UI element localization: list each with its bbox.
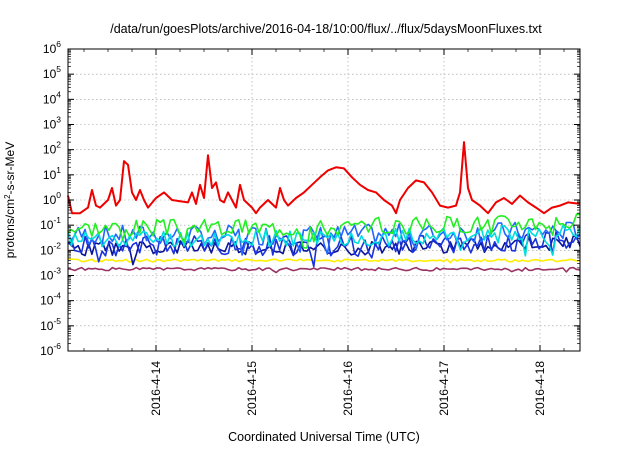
y-tick-label: 10-2 [40, 240, 61, 257]
series-line-2 [67, 213, 581, 249]
y-tick-base: 10 [43, 118, 57, 132]
x-axis-label: Coordinated Universal Time (UTC) [228, 430, 420, 444]
y-tick-label: 104 [43, 89, 61, 106]
series-line-1 [67, 141, 581, 215]
y-tick-label: 10-5 [40, 316, 61, 333]
y-tick-base: 10 [43, 92, 57, 106]
y-tick-base: 10 [40, 344, 54, 358]
y-tick-exp: 6 [56, 39, 61, 49]
y-tick-label: 10-6 [40, 341, 61, 358]
x-tick-label: 2016-4-17 [437, 361, 451, 416]
y-axis: 10-610-510-410-310-210-11001011021031041… [40, 39, 580, 358]
y-tick-base: 10 [43, 193, 57, 207]
x-tick-label: 2016-4-18 [533, 361, 547, 416]
chart-title: /data/run/goesPlots/archive/2016-04-18/1… [110, 22, 542, 36]
y-tick-exp: 4 [56, 89, 61, 99]
y-tick-exp: 3 [56, 115, 61, 125]
y-tick-base: 10 [43, 168, 57, 182]
y-axis-label-prefix: protons/cm [3, 199, 17, 258]
y-tick-base: 10 [43, 42, 57, 56]
y-tick-label: 106 [43, 39, 61, 56]
series-line-5 [67, 230, 581, 268]
y-axis-label-suffix: -s-sr-MeV [3, 142, 17, 195]
y-tick-label: 101 [43, 165, 61, 182]
y-tick-exp: -3 [53, 266, 61, 276]
x-tick-label: 2016-4-15 [245, 361, 259, 416]
y-axis-label-sup: 2 [3, 194, 12, 199]
y-tick-base: 10 [40, 243, 54, 257]
series-line-3 [67, 224, 581, 257]
series-line-6 [67, 235, 581, 266]
y-tick-label: 10-3 [40, 266, 61, 283]
y-tick-exp: -6 [53, 341, 61, 351]
x-tick-label: 2016-4-14 [149, 361, 163, 416]
x-tick-label: 2016-4-16 [341, 361, 355, 416]
series-line-8 [67, 266, 581, 274]
y-tick-exp: -5 [53, 316, 61, 326]
y-tick-base: 10 [40, 294, 54, 308]
y-tick-label: 105 [43, 64, 61, 81]
y-tick-label: 102 [43, 140, 61, 157]
y-tick-exp: 5 [56, 64, 61, 74]
y-axis-label: protons/cm2-s-sr-MeV [3, 142, 18, 258]
y-tick-base: 10 [43, 67, 57, 81]
y-tick-exp: -2 [53, 240, 61, 250]
x-axis: 2016-4-14 2016-4-15 2016-4-16 2016-4-17 2016… [83, 49, 565, 416]
y-tick-exp: 1 [56, 165, 61, 175]
y-tick-exp: 2 [56, 140, 61, 150]
y-tick-base: 10 [40, 269, 54, 283]
series-layer [67, 141, 581, 274]
y-tick-label: 100 [43, 190, 61, 207]
y-tick-exp: 0 [56, 190, 61, 200]
y-tick-exp: -1 [53, 215, 61, 225]
y-tick-base: 10 [43, 143, 57, 157]
series-line-7 [68, 258, 581, 264]
y-tick-label: 10-4 [40, 291, 61, 308]
y-tick-label: 10-1 [40, 215, 61, 232]
y-tick-label: 103 [43, 115, 61, 132]
y-tick-exp: -4 [53, 291, 61, 301]
y-tick-base: 10 [40, 319, 54, 333]
y-tick-base: 10 [40, 218, 54, 232]
